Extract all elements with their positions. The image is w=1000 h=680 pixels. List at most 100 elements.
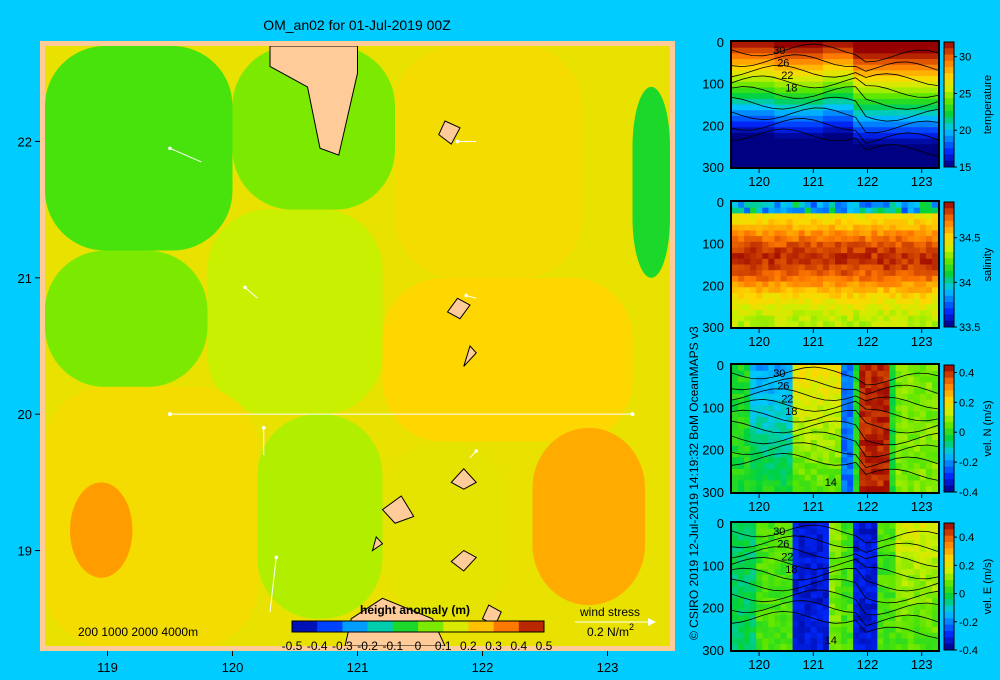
panel-cell xyxy=(798,281,806,288)
panel-cell xyxy=(847,202,854,209)
panel-colorbar-swatch xyxy=(944,415,954,423)
panel-cell xyxy=(883,468,891,476)
panel-cell xyxy=(828,451,836,458)
panel-cell xyxy=(822,213,830,220)
panel-cell xyxy=(895,81,903,89)
panel-cell xyxy=(732,202,739,209)
panel-cell xyxy=(756,309,763,317)
panel-cell xyxy=(732,292,739,300)
panel-cell xyxy=(750,207,757,214)
panel-cell xyxy=(853,253,860,260)
panel-cell xyxy=(859,428,866,435)
panel-cell xyxy=(919,224,927,232)
panel-cell xyxy=(907,202,915,209)
panel-cell xyxy=(732,224,739,232)
panel-cell xyxy=(907,523,915,530)
panel-cell xyxy=(822,592,830,599)
panel-cell xyxy=(774,388,782,395)
panel-cell xyxy=(901,298,909,305)
panel-cell xyxy=(744,546,751,553)
panel-cell xyxy=(780,603,788,611)
panel-cell xyxy=(889,202,897,209)
panel-cell xyxy=(810,207,818,214)
panel-cell xyxy=(847,321,854,327)
panel-cell xyxy=(895,253,903,260)
panel-cell xyxy=(828,365,836,372)
panel-cell xyxy=(847,155,854,162)
panel-cell xyxy=(889,155,897,162)
wind-arrow-2 xyxy=(244,286,258,299)
panel-cell xyxy=(913,258,921,266)
panel-cell xyxy=(768,224,776,232)
panel-cell xyxy=(931,428,938,435)
panel-cell xyxy=(738,98,745,106)
panel-cell xyxy=(750,598,757,605)
panel-cell xyxy=(762,121,769,128)
panel-cell xyxy=(871,270,879,277)
panel-cell xyxy=(792,98,800,106)
panel-cell xyxy=(774,416,782,424)
panel-cell xyxy=(738,457,745,464)
panel-cell xyxy=(871,76,879,83)
panel-cell xyxy=(750,540,757,547)
panel-cell xyxy=(883,309,891,317)
panel-cell xyxy=(877,247,885,254)
panel-cell xyxy=(901,376,909,383)
panel-cell xyxy=(919,121,927,128)
panel-cell xyxy=(871,399,879,407)
panel-cell xyxy=(762,224,769,232)
panel-cell xyxy=(871,315,879,322)
panel-cell xyxy=(786,546,794,553)
panel-cell xyxy=(762,264,769,271)
panel-cell xyxy=(907,230,915,237)
panel-contour-label: 30 xyxy=(773,368,785,380)
panel-cell xyxy=(859,445,866,453)
panel-contour-line xyxy=(732,366,938,386)
panel-cell xyxy=(756,76,763,83)
panel-cell xyxy=(732,451,739,458)
panel-cell xyxy=(889,434,897,441)
panel-cell xyxy=(762,70,769,77)
panel-cell xyxy=(798,115,806,123)
panel-cell xyxy=(780,76,788,83)
panel-cell xyxy=(871,230,879,237)
panel-cell xyxy=(895,70,903,77)
panel-cell xyxy=(810,127,818,134)
panel-cell xyxy=(756,644,763,650)
panel-cell xyxy=(810,253,818,260)
panel-cell xyxy=(744,287,751,294)
panel-cell xyxy=(925,563,933,570)
field-region-9 xyxy=(532,427,645,606)
panel-cell xyxy=(762,603,769,611)
panel-cell xyxy=(913,411,921,418)
panel-cell xyxy=(853,281,860,288)
panel-cell xyxy=(828,445,836,453)
panel-cell xyxy=(859,474,866,482)
panel-cell xyxy=(816,247,824,254)
panel-cell xyxy=(810,70,818,77)
panel-cell xyxy=(822,236,830,243)
panel-cell xyxy=(798,53,806,60)
panel-cell xyxy=(756,292,763,300)
panel-cell xyxy=(889,626,897,634)
colorbar-label: height anomaly (m) xyxy=(360,603,470,617)
panel-cell xyxy=(822,281,830,288)
panel-cell xyxy=(810,42,818,49)
panel-cell xyxy=(865,42,872,49)
panel-cell xyxy=(768,298,776,305)
panel-cell xyxy=(877,422,885,430)
panel-cell xyxy=(919,551,927,559)
panel-cell xyxy=(822,468,830,476)
panel-cell xyxy=(865,376,872,383)
panel-cell xyxy=(792,486,800,492)
panel-cell xyxy=(774,445,782,453)
panel-cell xyxy=(895,609,903,616)
panel-cell xyxy=(828,42,836,49)
panel-cell xyxy=(744,115,751,123)
panel-cell xyxy=(925,304,933,311)
panel-cell xyxy=(828,47,836,54)
panel-cell xyxy=(804,87,812,94)
panel-cell xyxy=(919,298,927,305)
panel-cell xyxy=(925,382,933,389)
